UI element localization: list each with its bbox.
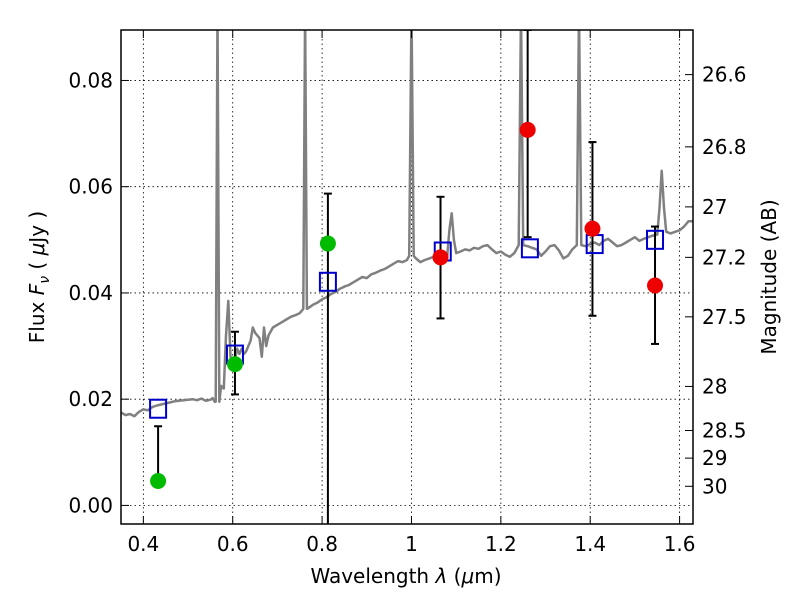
model-point [318, 271, 337, 292]
plot-frame [120, 29, 694, 525]
model-point [520, 238, 539, 259]
y2-axis-ticks: 26.6 26.8 27 27.2 27.5 28 28.5 29 30 [685, 63, 747, 498]
y2-tick-label: 27 [702, 195, 727, 219]
y-tick-label: 0.08 [68, 68, 113, 92]
red-point [584, 220, 601, 237]
y2-tick-label: 27.5 [702, 305, 747, 329]
y-axis-ticks: 0.00 0.02 0.04 0.06 0.08 [68, 68, 129, 517]
spectrum-line [121, 30, 693, 418]
model-point [149, 398, 168, 419]
y-tick-label: 0.04 [68, 281, 113, 305]
y2-tick-label: 28.5 [702, 419, 747, 443]
x-tick-label: 0.4 [127, 532, 159, 556]
plot-area [121, 30, 693, 524]
y2-tick-label: 30 [702, 474, 727, 498]
red-point [432, 249, 449, 266]
x-axis-ticks: 0.4 0.6 0.8 1 1.2 1.4 1.6 [127, 30, 696, 556]
red-points [432, 121, 664, 294]
green-point [226, 356, 243, 373]
y2-axis-title: Magnitude (AB) [757, 199, 781, 354]
x-axis-title: Wavelength λ (μm) [310, 564, 501, 588]
red-point [647, 277, 664, 294]
red-point [519, 121, 536, 138]
y-tick-label: 0.02 [68, 387, 113, 411]
model-point [646, 229, 665, 250]
green-point [319, 235, 336, 252]
x-tick-label: 1.2 [485, 532, 517, 556]
x-tick-label: 1.6 [664, 532, 696, 556]
x-tick-label: 0.8 [306, 532, 338, 556]
y2-tick-label: 26.8 [702, 135, 747, 159]
y2-tick-label: 28 [702, 374, 727, 398]
y2-tick-label: 27.2 [702, 245, 747, 269]
x-tick-label: 0.6 [217, 532, 249, 556]
green-point [150, 472, 167, 489]
x-tick-label: 1 [405, 532, 418, 556]
y2-tick-label: 26.6 [702, 63, 747, 87]
y2-tick-label: 29 [702, 446, 727, 470]
x-tick-label: 1.4 [574, 532, 606, 556]
y-tick-label: 0.06 [68, 175, 113, 199]
y-axis-title: Flux Fν ( μJy ) [25, 211, 53, 343]
y-tick-label: 0.00 [68, 493, 113, 517]
green-points [150, 235, 336, 489]
